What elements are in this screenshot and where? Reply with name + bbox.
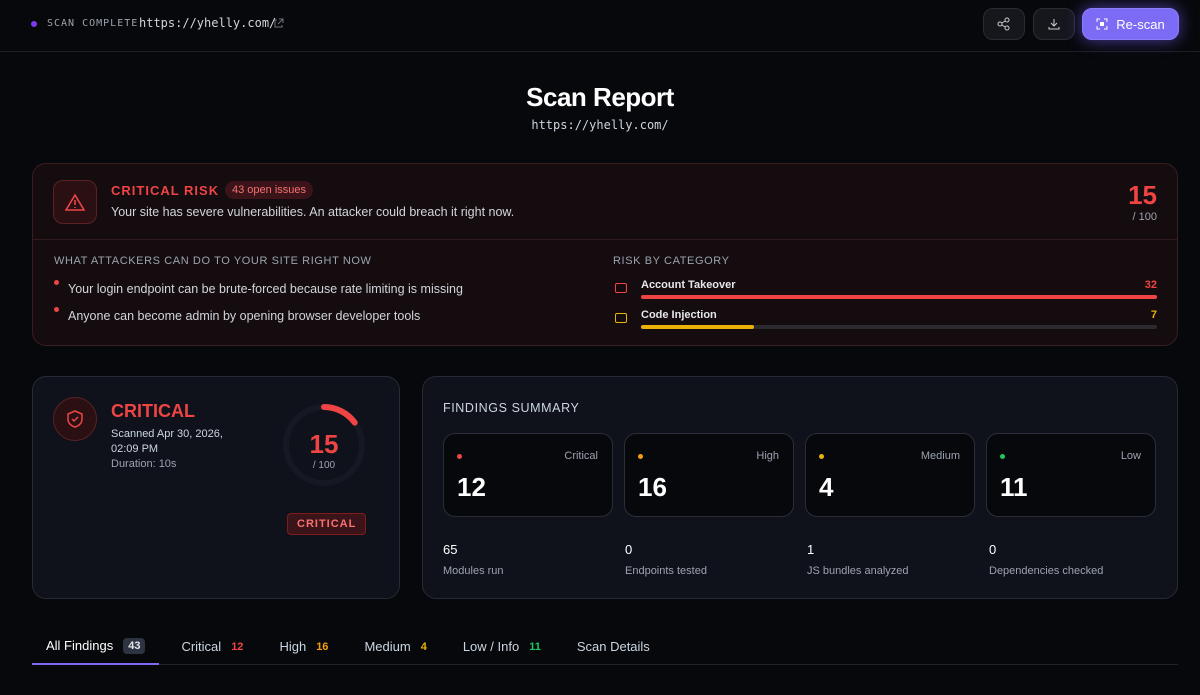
tab-label[interactable]: Low / Info [462, 639, 520, 654]
stat-label: Endpoints tested [625, 565, 707, 577]
category-value: 7 [1150, 309, 1157, 321]
tab[interactable]: Medium 4 [350, 628, 440, 665]
risk-banner: CRITICAL RISK 43 open issues Your site h… [32, 163, 1178, 346]
attack-item: Anyone can become admin by opening brows… [68, 309, 421, 323]
title: Scan Report [526, 82, 674, 112]
gauge-max: / 100 [312, 460, 336, 471]
bullet [54, 307, 59, 312]
severity-dot [1000, 454, 1005, 459]
rescan-label[interactable]: Re-scan [1116, 16, 1165, 32]
tab[interactable]: Critical 12 [167, 628, 257, 665]
issues-badge: 43 open issues [225, 181, 313, 199]
score-gauge [283, 404, 365, 486]
category-icon [615, 283, 627, 293]
severity-card: Medium 4 [805, 433, 975, 517]
severity-count: 4 [819, 472, 834, 502]
severity-card: Critical 12 [443, 433, 613, 517]
severity-card: Low 11 [986, 433, 1156, 517]
category-icon [615, 313, 627, 323]
warning-icon [53, 180, 97, 224]
severity-card: High 16 [624, 433, 794, 517]
tab[interactable]: Low / Info 11 [449, 628, 555, 665]
findings-title: FINDINGS SUMMARY [443, 401, 580, 415]
severity-dot [457, 454, 462, 459]
risk-message: Your site has severe vulnerabilities. An… [111, 205, 515, 219]
tab[interactable]: High 16 [265, 628, 342, 665]
risk-score-max: / 100 [1132, 211, 1157, 223]
bullet [54, 280, 59, 285]
tab-label[interactable]: Scan Details [576, 639, 650, 654]
scanned-at: Scanned Apr 30, 2026, 02:09 PM [111, 428, 223, 455]
rescan-button[interactable]: Re-scan [1082, 8, 1179, 40]
categories-title: RISK BY CATEGORY [613, 255, 730, 267]
tab[interactable]: Scan Details [563, 628, 664, 665]
tab-count[interactable]: 16 [316, 640, 329, 653]
tab-label[interactable]: All Findings [46, 638, 114, 653]
tabs: All Findings 43 Critical 12 High 16 Medium 4 Low… [32, 628, 1178, 665]
stat-label: JS bundles analyzed [807, 565, 909, 577]
share-button[interactable] [983, 8, 1025, 40]
divider [33, 239, 1177, 240]
stat-label: Dependencies checked [989, 565, 1104, 577]
stat-label: Modules run [443, 565, 504, 577]
url[interactable]: https://yhelly.com/ [139, 16, 277, 30]
tab-count[interactable]: 4 [420, 640, 427, 653]
severity-count: 11 [1000, 472, 1028, 502]
category-name: Code Injection [641, 309, 717, 321]
level-badge: CRITICAL [287, 513, 367, 535]
category-track [641, 325, 1157, 329]
tab-count[interactable]: 12 [231, 640, 244, 653]
shield-icon [53, 397, 97, 441]
duration: Duration: 10s [111, 458, 177, 470]
status-dot [31, 21, 37, 27]
subtitle: https://yhelly.com/ [531, 118, 669, 132]
score-level: CRITICAL [111, 401, 195, 421]
external-link-icon[interactable] [273, 18, 284, 29]
category-value: 32 [1144, 279, 1157, 291]
tab-count[interactable]: 11 [529, 640, 541, 653]
download-button[interactable] [1033, 8, 1075, 40]
severity-name: Critical [564, 450, 598, 462]
tab[interactable]: All Findings 43 [32, 628, 160, 665]
top-bar: SCAN COMPLETE https://yhelly.com/ Re-sca… [0, 0, 1200, 52]
category-name: Account Takeover [641, 279, 736, 291]
tab-label[interactable]: Medium [364, 639, 411, 654]
attacks-title: WHAT ATTACKERS CAN DO TO YOUR SITE RIGHT… [54, 255, 372, 267]
risk-level: CRITICAL RISK [111, 183, 220, 198]
severity-dot [638, 454, 643, 459]
category-bar [641, 325, 754, 329]
severity-name: High [756, 450, 779, 462]
tab-label[interactable]: High [279, 639, 307, 654]
severity-name: Low [1120, 450, 1141, 462]
status: SCAN COMPLETE [47, 18, 139, 29]
risk-score: 15 [1128, 180, 1157, 210]
gauge-score: 15 [309, 429, 339, 459]
severity-count: 12 [457, 472, 486, 502]
severity-count: 16 [638, 472, 667, 502]
tab-label[interactable]: Critical [181, 639, 222, 654]
stat-value: 0 [625, 542, 633, 557]
category-bar [641, 295, 1157, 299]
stat-value: 0 [989, 542, 997, 557]
attack-item: Your login endpoint can be brute-forced … [68, 282, 463, 296]
severity-dot [819, 454, 824, 459]
score-card: CRITICAL Scanned Apr 30, 2026, 02:09 PM … [32, 376, 400, 599]
gauge-arc [321, 404, 358, 426]
stat-value: 65 [443, 542, 458, 557]
stat-value: 1 [807, 542, 815, 557]
findings-card: FINDINGS SUMMARY Critical 12 High 16 Medium 4… [422, 376, 1178, 599]
severity-name: Medium [920, 450, 960, 462]
tab-count[interactable]: 43 [123, 637, 146, 654]
